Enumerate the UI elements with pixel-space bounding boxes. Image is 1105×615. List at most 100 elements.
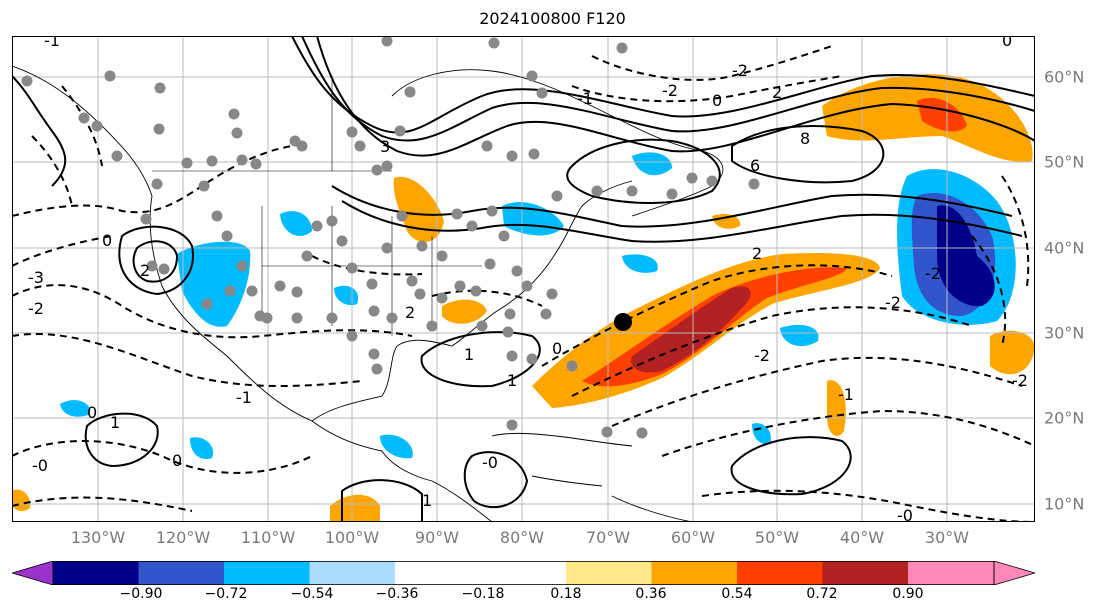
colorbar-tick: −0.90 (119, 586, 163, 602)
colorbar-tick: −0.18 (461, 586, 505, 602)
negative-patch (380, 434, 413, 459)
shaded-anomalies (12, 74, 1035, 522)
colorbar-segment (737, 561, 823, 585)
colorbar-segment (224, 561, 310, 585)
solid-contours (12, 36, 1035, 522)
colorbar-segment (908, 561, 994, 585)
colorbar-tick: 0.54 (721, 586, 753, 602)
contour-label: -2 (28, 299, 44, 318)
lon-label: 110°W (240, 528, 296, 547)
colorbar-extend-high (993, 561, 1035, 585)
lon-label: 40°W (839, 528, 885, 547)
contour-label: -2 (885, 293, 901, 312)
lat-label: 10°N (1044, 494, 1085, 514)
lon-label: 30°W (924, 528, 970, 547)
colorbar-extend-low (12, 561, 54, 585)
colorbar-segment (53, 561, 139, 585)
contour-label: -2 (754, 346, 770, 365)
map-title: 2024100800 F120 (479, 9, 626, 28)
contour-label: 6 (750, 156, 760, 175)
contour-label: 2 (752, 244, 762, 263)
lon-label: 50°W (754, 528, 800, 547)
colorbar-segment (309, 561, 395, 585)
contour-label: 0 (172, 451, 182, 470)
colorbar-segment (822, 561, 908, 585)
contour-label: 0 (102, 231, 112, 250)
colorbar-tick: 0.18 (550, 586, 582, 602)
colorbar-segment (566, 561, 652, 585)
positive-patch (330, 494, 380, 522)
lat-label: 20°N (1044, 408, 1085, 428)
contour-label: -1 (236, 388, 252, 407)
contour-label: -2 (925, 264, 941, 283)
contour-label: -0 (32, 456, 48, 475)
positive-patch (990, 330, 1035, 375)
colorbar-segment (395, 561, 481, 585)
contour-label: -1 (838, 385, 854, 404)
contour-label: -0 (482, 453, 498, 472)
negative-patch (632, 152, 672, 176)
contour-label: 0 (1002, 36, 1012, 50)
storm-position-marker (614, 313, 632, 331)
positive-patch (393, 176, 444, 243)
positive-anomaly-max (631, 286, 751, 373)
contour-label: 1 (464, 345, 474, 364)
colorbar (12, 561, 1035, 585)
colorbar-tick: 0.72 (806, 586, 838, 602)
positive-patch (442, 299, 487, 324)
lat-label: 50°N (1044, 152, 1085, 172)
contour-label: 1 (507, 371, 517, 390)
negative-patch (60, 400, 91, 417)
negative-patch (622, 254, 658, 273)
colorbar-segment (651, 561, 737, 585)
negative-patch (780, 324, 819, 347)
contour-label: -3 (28, 268, 44, 287)
contour-label: -1 (44, 36, 60, 50)
contour-label: -2 (662, 81, 678, 100)
contour-label: 2 (405, 303, 415, 322)
map-frame (12, 36, 1035, 522)
negative-patch (190, 437, 214, 460)
colorbar-tick: −0.54 (290, 586, 334, 602)
lon-label: 90°W (414, 528, 460, 547)
contour-label: -0 (897, 506, 913, 522)
contour-label: -2 (732, 61, 748, 80)
negative-patch (334, 285, 359, 306)
map-panel: -3 -2 -1 0 1 2 3 6 8 -0 -2 -1 0 1 2 -2 0… (12, 36, 1035, 522)
colorbar-tick: −0.72 (204, 586, 248, 602)
contour-label: 8 (800, 129, 810, 148)
contour-labels: -3 -2 -1 0 1 2 3 6 8 -0 -2 -1 0 1 2 -2 0… (28, 36, 1028, 522)
contour-label: 0 (552, 339, 562, 358)
station-dots (21, 36, 760, 439)
colorbar-tick: −0.36 (375, 586, 419, 602)
lon-label: 60°W (670, 528, 716, 547)
colorbar-segment (480, 561, 566, 585)
lon-label: 70°W (585, 528, 631, 547)
colorbar-tick: 0.36 (635, 586, 667, 602)
colorbar-segment (138, 561, 224, 585)
contour-label: 1 (422, 491, 432, 510)
dashed-contours (12, 45, 1035, 522)
lon-label: 100°W (324, 528, 380, 547)
contour-label: -1 (577, 89, 593, 108)
lat-label: 60°N (1044, 67, 1085, 87)
contour-label: 1 (110, 413, 120, 432)
lon-label: 130°W (70, 528, 126, 547)
colorbar-tick: 0.90 (892, 586, 924, 602)
north-atlantic-core (917, 97, 967, 132)
coastlines (12, 65, 724, 522)
contour-label: 2 (772, 83, 782, 102)
east-atlantic-negative-core (937, 205, 995, 307)
positive-patch (12, 489, 31, 512)
contour-label: -2 (1012, 371, 1028, 390)
lon-label: 120°W (155, 528, 211, 547)
negative-patch (280, 211, 312, 236)
positive-patch (827, 380, 846, 436)
contour-label: 0 (87, 403, 97, 422)
lat-label: 40°N (1044, 238, 1085, 258)
contour-label: 2 (140, 261, 150, 280)
west-us-negative (177, 241, 251, 327)
contour-label: 3 (380, 137, 390, 156)
contour-label: 0 (712, 91, 722, 110)
lat-label: 30°N (1044, 323, 1085, 343)
